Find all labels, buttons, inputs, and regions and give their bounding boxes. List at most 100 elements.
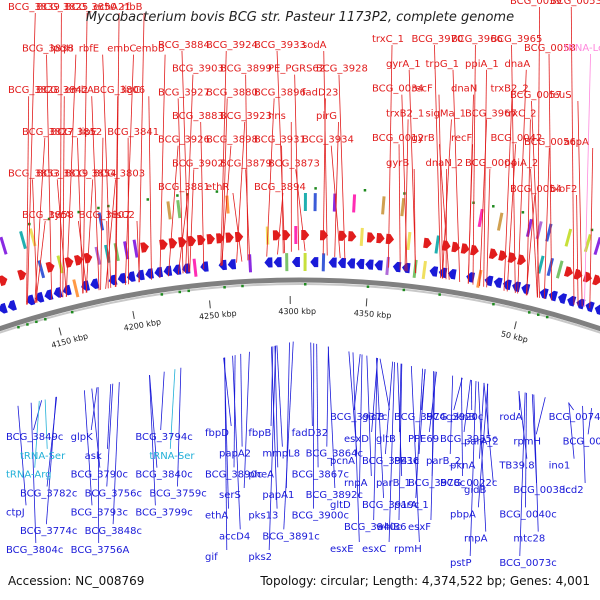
gene-label: recF xyxy=(451,133,473,144)
label-leader-line xyxy=(577,100,583,307)
label-leader-line xyxy=(100,137,104,290)
gene-label: BCG_3894 xyxy=(254,182,306,193)
label-leader-line xyxy=(568,402,575,459)
label-leader-line xyxy=(220,50,227,266)
label-leader-line xyxy=(418,369,426,455)
gene-label: echA21 xyxy=(93,2,131,13)
tick-mark: 4250 kbp xyxy=(199,300,237,322)
label-leader-line xyxy=(295,169,306,252)
rna-strip xyxy=(434,235,440,254)
gc-dot xyxy=(178,290,182,294)
label-leader-line xyxy=(519,392,526,557)
reverse-gene-arrow xyxy=(493,277,503,289)
gene-label: esxE xyxy=(330,544,354,555)
gc-dot xyxy=(536,313,540,316)
label-leader-line xyxy=(334,121,339,257)
label-line-group xyxy=(17,6,594,557)
label-leader-line xyxy=(200,121,205,270)
rna-strip xyxy=(72,279,80,298)
label-leader-line xyxy=(479,119,488,286)
gene-label: ppiA_1 xyxy=(465,59,499,70)
tick-label: 4300 kbp xyxy=(278,307,316,316)
tick-label: 4250 kbp xyxy=(199,309,237,322)
gene-label: rpmH xyxy=(394,544,422,555)
forward-gene-arrow xyxy=(73,254,83,266)
gene-label: BCG_3873 xyxy=(268,158,320,169)
forward-gene-arrow xyxy=(206,234,215,245)
reverse-gene-arrow xyxy=(346,258,356,269)
label-leader-line xyxy=(91,96,100,291)
forward-gene-arrow-shape xyxy=(225,232,234,243)
gene-label: BCG_3967 xyxy=(465,108,517,119)
gene-label: esxC xyxy=(362,544,386,555)
gc-dot xyxy=(146,198,150,201)
label-leader-line xyxy=(477,383,489,508)
forward-gene-arrow xyxy=(366,232,376,243)
label-leader-line xyxy=(44,399,48,449)
forward-gene-arrow-shape xyxy=(187,235,197,247)
gene-label: ask xyxy=(85,451,102,462)
gene-label: trxB2_1 xyxy=(386,108,424,119)
label-leader-line xyxy=(413,168,416,274)
gene-label: BCG_3900c xyxy=(292,511,349,522)
reverse-gene-arrow-shape xyxy=(374,260,383,271)
forward-gene-arrow xyxy=(470,244,479,256)
label-leader-line xyxy=(240,353,243,447)
gc-dot xyxy=(47,217,51,221)
label-leader-line xyxy=(266,98,275,257)
gene-label: BCG_0034 xyxy=(372,84,424,95)
forward-gene-arrow-shape xyxy=(488,248,498,259)
forward-gene-arrow xyxy=(319,230,329,241)
label-leader-line xyxy=(326,346,329,447)
label-leader-line xyxy=(82,12,88,294)
label-leader-line xyxy=(35,220,46,303)
gene-label: TB39.8 xyxy=(498,461,534,472)
gc-dot xyxy=(17,325,20,329)
gene-label: BCG_3927 xyxy=(158,87,210,98)
label-leader-line xyxy=(115,12,120,287)
gene-label: pks2 xyxy=(248,552,272,563)
label-leader-line xyxy=(589,147,594,308)
label-leader-line xyxy=(232,192,243,262)
label-leader-line xyxy=(404,119,409,272)
gene-label: BCG_3898 xyxy=(206,135,258,146)
label-leader-line xyxy=(387,44,393,268)
gene-label: papA1 xyxy=(262,490,294,501)
gene-label: BCG_3934 xyxy=(302,135,354,146)
tick-line xyxy=(132,310,135,320)
reverse-gene-arrow xyxy=(126,271,136,282)
gene-label: BCG_0073c xyxy=(499,558,556,569)
gene-label: ctpJ xyxy=(6,507,25,518)
gene-label: BCG_0056 xyxy=(524,137,576,148)
label-leader-line xyxy=(525,194,536,296)
forward-gene-arrow-shape xyxy=(216,233,225,244)
feature-strip xyxy=(28,228,37,247)
label-leader-line xyxy=(232,355,241,530)
gene-label: BCG_3759c xyxy=(149,489,206,500)
reverse-gene-arrow-shape xyxy=(7,299,17,311)
label-leader-line xyxy=(105,179,116,289)
forward-gene-arrow-shape xyxy=(159,239,168,250)
gene-label: parA_1 xyxy=(394,500,429,511)
forward-gene-arrow-shape xyxy=(366,232,376,243)
gene-label: ethA xyxy=(205,511,228,522)
gene-label: acpA xyxy=(564,137,589,148)
gene-label: rnpA xyxy=(464,534,488,545)
forward-gene-arrow xyxy=(301,229,310,241)
gene-label: BCG_3965 xyxy=(491,34,543,45)
label-leader-line xyxy=(77,220,88,293)
gc-dot xyxy=(521,211,525,214)
forward-gene-arrow-shape xyxy=(197,234,206,246)
gc-dot xyxy=(77,210,80,214)
forward-gene-arrow xyxy=(348,231,357,242)
feature-strip xyxy=(19,230,27,250)
label-leader-line xyxy=(445,168,448,280)
gene-label: bioF2 xyxy=(550,184,577,195)
gene-label: BCG_3827 xyxy=(22,127,74,138)
label-leader-line xyxy=(461,377,463,477)
forward-gene-arrow-shape xyxy=(573,268,583,280)
gene-label: pks13 xyxy=(248,511,278,522)
gene-label: BCG_3891c xyxy=(262,531,319,542)
gene-label: pcnA xyxy=(330,456,355,467)
label-leader-line xyxy=(472,44,476,285)
